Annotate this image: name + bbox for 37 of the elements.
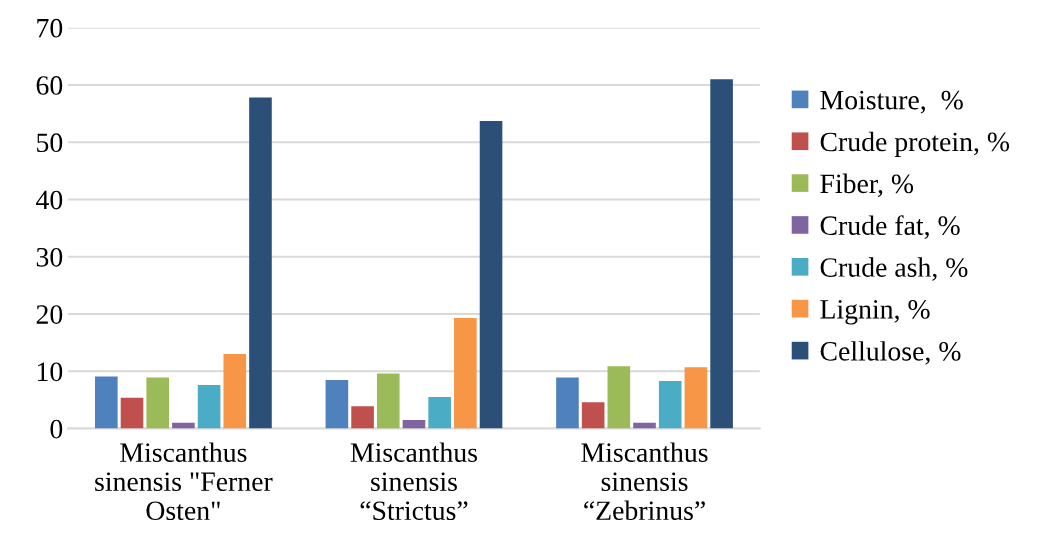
bar [581, 402, 605, 429]
bar [556, 377, 579, 429]
legend-label: Fiber, % [820, 173, 914, 198]
legend-label: Crude protein, % [820, 131, 1010, 157]
bar [223, 354, 247, 429]
bar [428, 397, 451, 429]
y-tick-label: 0 [50, 419, 63, 439]
legend-label: Crude fat, % [820, 215, 960, 240]
bar [376, 373, 400, 429]
legend-label: Moisture, % [820, 90, 963, 114]
bar [479, 121, 503, 429]
y-tick-label: 40 [36, 190, 63, 210]
x-tick-label: Miscanthus sinensis “Strictus” [350, 442, 477, 521]
bar [120, 397, 144, 429]
bar [95, 376, 118, 429]
y-tick-label: 70 [37, 18, 63, 38]
bar [684, 367, 708, 429]
x-tick-label: Miscanthus sinensis "Ferner Osten" [95, 442, 273, 521]
bar [710, 79, 733, 429]
y-tick-label: 60 [36, 76, 63, 95]
x-tick-label: Miscanthus sinensis “Zebrinus” [581, 442, 708, 521]
bar [249, 97, 272, 429]
bar [146, 377, 170, 429]
bar [325, 379, 349, 429]
bar [607, 366, 631, 429]
bar [658, 381, 682, 429]
legend-label: Cellulose, % [820, 341, 961, 365]
y-tick-label: 30 [36, 247, 63, 267]
bar [197, 385, 221, 429]
legend-label: Lignin, % [820, 300, 930, 325]
legend-label: Crude ash, % [820, 257, 968, 281]
y-tick-label: 10 [37, 362, 63, 382]
bar [454, 318, 477, 429]
bar [351, 406, 374, 429]
y-tick-label: 50 [37, 133, 63, 153]
bar [402, 419, 426, 429]
y-tick-label: 20 [36, 305, 63, 324]
